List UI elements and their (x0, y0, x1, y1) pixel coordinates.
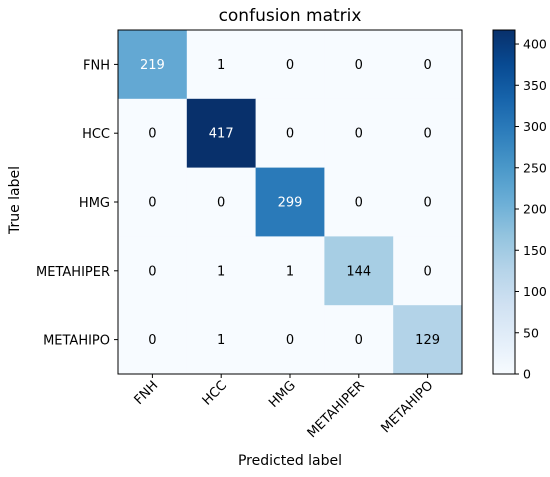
cell-value-label: 0 (148, 196, 156, 211)
cell-value-label: 0 (286, 58, 294, 73)
y-tick-label: METAHIPO (43, 334, 110, 349)
cell-value-label: 0 (355, 333, 363, 348)
matrix-cell (255, 30, 325, 100)
y-axis-ticks: FNH HCC HMG METAHIPER METAHIPO (36, 58, 118, 349)
matrix-cells (118, 30, 463, 375)
matrix-cell (118, 305, 188, 375)
cell-value-label: 0 (355, 58, 363, 73)
matrix-cell (324, 167, 394, 237)
matrix-cell (186, 236, 256, 306)
y-tick-label: FNH (83, 58, 110, 73)
x-axis-ticks: FNH HCC HMG METAHIPER METAHIPO (132, 374, 436, 441)
y-tick-label: HCC (82, 127, 110, 142)
cell-value-label: 144 (346, 264, 371, 279)
cell-value-label: 0 (148, 127, 156, 142)
matrix-cell (393, 167, 463, 237)
x-tick-label: METAHIPO (378, 378, 436, 436)
matrix-cell (255, 98, 325, 168)
cell-value-label: 0 (355, 127, 363, 142)
colorbar-tick-label: 400 (523, 37, 547, 52)
cell-value-label: 0 (423, 196, 431, 211)
matrix-cell (393, 30, 463, 100)
cell-value-label: 417 (209, 127, 234, 142)
cell-value-label: 1 (217, 333, 225, 348)
matrix-cell (324, 236, 394, 306)
colorbar-tick-label: 350 (523, 78, 547, 93)
cell-value-label: 0 (355, 196, 363, 211)
matrix-cell (118, 236, 188, 306)
colorbar-gradient (492, 29, 516, 375)
matrix-cell (255, 236, 325, 306)
y-axis-label: True label (7, 166, 23, 235)
cell-value-label: 299 (278, 196, 303, 211)
x-tick-label: HMG (266, 378, 299, 411)
cell-value-label: 1 (217, 58, 225, 73)
matrix-cell (118, 167, 188, 237)
matrix-cell (324, 305, 394, 375)
cell-value-label: 0 (423, 58, 431, 73)
cell-value-label: 219 (140, 58, 165, 73)
matrix-cell (255, 305, 325, 375)
matrix-cell (324, 98, 394, 168)
cell-value-label: 0 (423, 127, 431, 142)
colorbar-tick-label: 0 (523, 367, 531, 382)
colorbar-tick-label: 300 (523, 119, 547, 134)
x-tick-label: METAHIPER (305, 378, 368, 441)
x-axis-label: Predicted label (238, 453, 342, 469)
x-tick-label: HCC (200, 378, 230, 408)
matrix-cell-labels: 219 1 0 0 0 0 417 0 0 0 0 0 299 0 0 0 1 1 144 0 0 1 0 0 129 (140, 58, 440, 348)
chart-title: confusion matrix (219, 6, 362, 26)
colorbar-tick-label: 150 (523, 243, 547, 258)
colorbar-tick-label: 50 (523, 325, 539, 340)
cell-value-label: 129 (415, 333, 440, 348)
matrix-cell (393, 236, 463, 306)
cell-value-label: 0 (148, 264, 156, 279)
y-tick-label: METAHIPER (36, 265, 110, 280)
cell-value-label: 0 (148, 333, 156, 348)
x-tick-label: FNH (132, 378, 162, 408)
matrix-cell (186, 30, 256, 100)
matrix-cell (186, 98, 256, 168)
matrix-cell (118, 98, 188, 168)
matrix-cell (118, 30, 188, 100)
y-tick-label: HMG (79, 196, 110, 211)
matrix-cell (393, 305, 463, 375)
cell-value-label: 1 (286, 264, 294, 279)
matrix-cell (255, 167, 325, 237)
matrix-cell (393, 98, 463, 168)
colorbar-tick-label: 200 (523, 202, 547, 217)
matrix-cell (186, 167, 256, 237)
cell-value-label: 1 (217, 264, 225, 279)
colorbar-tick-label: 250 (523, 160, 547, 175)
cell-value-label: 0 (217, 196, 225, 211)
colorbar: 0 50 100 150 200 250 300 350 400 (492, 29, 547, 382)
cell-value-label: 0 (423, 264, 431, 279)
cell-value-label: 0 (286, 127, 294, 142)
matrix-cell (324, 30, 394, 100)
cell-value-label: 0 (286, 333, 294, 348)
matrix-cell (186, 305, 256, 375)
colorbar-tick-label: 100 (523, 284, 547, 299)
